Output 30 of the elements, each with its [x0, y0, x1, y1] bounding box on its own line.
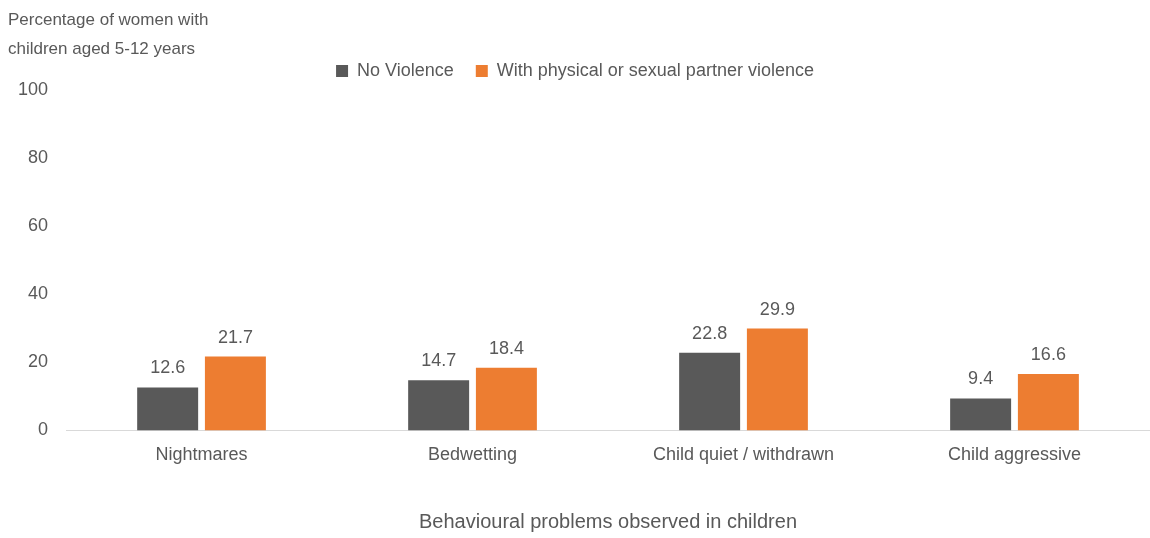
bar	[204, 356, 266, 431]
bar	[746, 328, 808, 431]
x-tick-label: Bedwetting	[427, 444, 518, 465]
data-label: 16.6	[1030, 343, 1066, 364]
data-label: 18.4	[488, 337, 524, 358]
y-tick-label: 0	[38, 419, 49, 440]
x-tick-label: Nightmares	[155, 444, 248, 465]
bar	[475, 367, 537, 431]
data-label: 9.4	[968, 368, 994, 389]
y-tick-label: 100	[17, 78, 49, 99]
data-label: 22.8	[692, 322, 728, 343]
y-tick-label: 80	[28, 147, 49, 168]
bar	[1017, 373, 1079, 431]
y-tick-label: 20	[28, 351, 49, 372]
bar	[679, 352, 741, 431]
data-label: 12.6	[150, 357, 186, 378]
bar	[408, 380, 470, 431]
legend-label: No Violence	[357, 59, 454, 80]
y-tick-label: 40	[28, 283, 49, 304]
data-label: 14.7	[421, 350, 457, 371]
x-tick-label: Child quiet / withdrawn	[652, 444, 835, 465]
data-label: 29.9	[759, 298, 795, 319]
y-axis-title: Percentage of women with children aged 5-12 years	[8, 9, 209, 58]
bar	[950, 398, 1012, 431]
data-label: 21.7	[217, 326, 253, 347]
x-axis-title: Behavioural problems observed in children	[419, 509, 798, 532]
x-tick-label: Child aggressive	[947, 444, 1082, 465]
legend-label: With physical or sexual partner violence	[496, 59, 814, 80]
y-tick-label: 60	[28, 215, 49, 236]
bar	[137, 387, 199, 431]
